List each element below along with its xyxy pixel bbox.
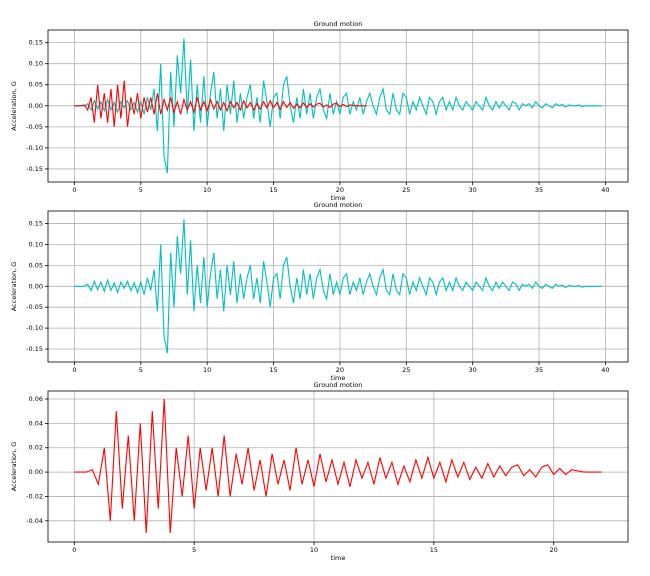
- chart-title: Ground motion: [314, 381, 363, 389]
- axes-frame: [47, 210, 629, 363]
- x-axis-label: time: [331, 554, 346, 562]
- y-tick-label: -0.15: [26, 165, 43, 173]
- x-tick-label: 5: [139, 186, 143, 194]
- axes-frame: [47, 29, 629, 183]
- y-tick-label: -0.10: [26, 324, 43, 332]
- y-tick-label: 0.06: [29, 395, 43, 403]
- y-tick-label: 0.10: [29, 240, 43, 248]
- x-tick-label: 35: [535, 186, 543, 194]
- x-tick-label: 15: [430, 546, 438, 554]
- series-line: [74, 219, 603, 354]
- y-tick-label: 0.00: [29, 468, 43, 476]
- y-tick-label: 0.15: [29, 39, 43, 47]
- x-tick-label: 20: [550, 546, 558, 554]
- y-axis-label: Acceleration, G: [10, 442, 18, 492]
- x-tick-label: 20: [336, 186, 344, 194]
- y-tick-label: -0.15: [26, 345, 43, 353]
- x-axis-label: time: [331, 374, 346, 382]
- x-tick-label: 30: [469, 366, 477, 374]
- y-axis-label: Acceleration, G: [10, 262, 18, 312]
- y-tick-label: -0.05: [26, 123, 43, 131]
- y-tick-label: -0.05: [26, 303, 43, 311]
- y-tick-label: 0.04: [29, 419, 43, 427]
- x-tick-label: 20: [336, 366, 344, 374]
- plot-area: [74, 219, 603, 354]
- x-tick-label: 30: [469, 186, 477, 194]
- x-tick-label: 40: [601, 186, 609, 194]
- x-axis-label: time: [331, 194, 346, 202]
- plot-area: [74, 399, 602, 534]
- y-axis-label: Acceleration, G: [10, 81, 18, 131]
- y-tick-label: 0.15: [29, 220, 43, 228]
- y-tick-label: 0.00: [29, 102, 43, 110]
- x-tick-label: 10: [203, 366, 211, 374]
- y-tick-label: 0.00: [29, 282, 43, 290]
- x-tick-label: 40: [601, 366, 609, 374]
- y-tick-label: 0.05: [29, 81, 43, 89]
- x-tick-label: 15: [269, 186, 277, 194]
- chart-title: Ground motion: [314, 20, 363, 28]
- x-tick-label: 5: [192, 546, 196, 554]
- y-tick-label: 0.05: [29, 261, 43, 269]
- y-tick-label: 0.02: [29, 444, 43, 452]
- x-tick-label: 15: [269, 366, 277, 374]
- y-tick-label: -0.02: [26, 492, 43, 500]
- series-line: [74, 38, 603, 174]
- y-tick-label: -0.04: [26, 517, 43, 525]
- x-tick-label: 0: [72, 546, 76, 554]
- x-tick-label: 25: [402, 186, 410, 194]
- y-tick-label: 0.10: [29, 60, 43, 68]
- series-line: [74, 399, 602, 534]
- x-tick-label: 5: [139, 366, 143, 374]
- x-tick-label: 10: [203, 186, 211, 194]
- x-tick-label: 35: [535, 366, 543, 374]
- x-tick-label: 10: [310, 546, 318, 554]
- x-tick-label: 25: [402, 366, 410, 374]
- x-tick-label: 0: [72, 366, 76, 374]
- x-tick-label: 0: [72, 186, 76, 194]
- axes-frame: [47, 390, 629, 543]
- y-tick-label: -0.10: [26, 144, 43, 152]
- plot-area: [74, 38, 603, 174]
- chart-title: Ground motion: [314, 201, 363, 209]
- series-line: [74, 80, 367, 127]
